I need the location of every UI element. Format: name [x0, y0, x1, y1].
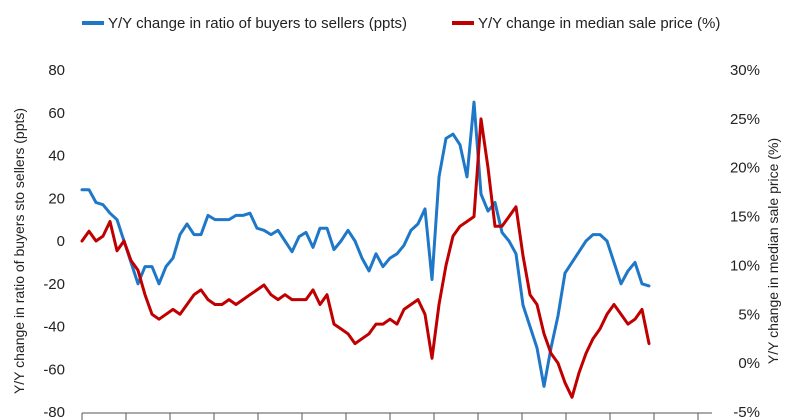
left-tick-label: 0 — [57, 233, 65, 250]
left-axis-ticks: 80 60 40 20 0 -20 -40 -60 -80 — [43, 62, 65, 420]
right-tick-label: 10% — [730, 257, 760, 274]
right-axis-title: Y/Y change in median sale price (%) — [765, 138, 781, 364]
right-tick-label: 5% — [738, 306, 760, 323]
left-axis-title: Y/Y change in ratio of buyers sto seller… — [11, 108, 27, 394]
legend-label: Y/Y change in ratio of buyers to sellers… — [108, 15, 407, 32]
right-tick-label: 20% — [730, 160, 760, 177]
legend-label: Y/Y change in median sale price (%) — [478, 15, 720, 32]
axis-titles: Y/Y change in ratio of buyers sto seller… — [11, 108, 781, 394]
left-tick-label: 20 — [48, 190, 65, 207]
right-axis-ticks: 30% 25% 20% 15% 10% 5% 0% -5% — [730, 62, 760, 420]
left-tick-label: -80 — [43, 404, 65, 420]
series-buyers-sellers-line — [80, 100, 651, 388]
x-axis — [81, 412, 712, 420]
series-median-price-line — [80, 117, 651, 399]
right-tick-label: 30% — [730, 62, 760, 79]
left-tick-label: 80 — [48, 62, 65, 79]
left-tick-label: -20 — [43, 276, 65, 293]
right-tick-label: -5% — [733, 404, 760, 420]
left-tick-label: -60 — [43, 361, 65, 378]
right-tick-label: 15% — [730, 209, 760, 226]
right-tick-label: 25% — [730, 111, 760, 128]
left-tick-label: 40 — [48, 148, 65, 165]
left-tick-label: 60 — [48, 105, 65, 122]
legend: Y/Y change in ratio of buyers to sellers… — [82, 15, 720, 32]
series-layer — [80, 100, 651, 399]
right-tick-label: 0% — [738, 355, 760, 372]
left-tick-label: -40 — [43, 319, 65, 336]
